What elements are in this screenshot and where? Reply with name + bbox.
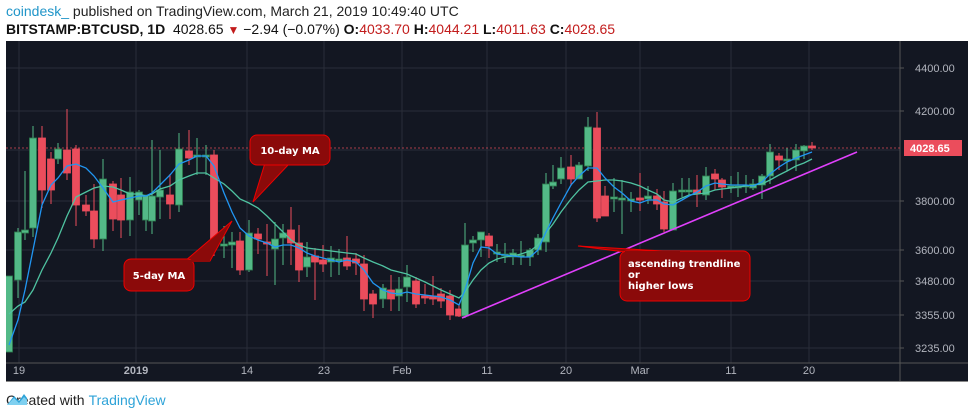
svg-text:3235.00: 3235.00 (915, 343, 955, 355)
high-label: H: (413, 21, 429, 37)
svg-text:ascending trendline: ascending trendline (628, 259, 741, 270)
svg-text:higher lows: higher lows (628, 281, 694, 292)
svg-text:5-day MA: 5-day MA (133, 271, 186, 282)
price-chart[interactable]: 4400.00 4200.00 3800.00 3600.00 3480.00 3355.… (6, 41, 968, 382)
high-value: 4044.21 (428, 21, 480, 37)
svg-text:3355.00: 3355.00 (915, 310, 955, 322)
open-value: 4033.70 (359, 21, 410, 37)
svg-text:4200.00: 4200.00 (915, 106, 955, 118)
symbol: BITSTAMP:BTCUSD, 1D (6, 21, 166, 37)
svg-text:11: 11 (481, 365, 492, 377)
svg-text:or: or (628, 270, 640, 281)
svg-text:3480.00: 3480.00 (915, 276, 955, 288)
last-price: 4028.65 (172, 21, 224, 37)
svg-text:23: 23 (318, 365, 330, 377)
svg-text:Mar: Mar (631, 365, 650, 377)
svg-text:4400.00: 4400.00 (915, 63, 955, 75)
price-change: −2.94 (−0.07%) (243, 21, 340, 37)
svg-text:11: 11 (725, 365, 736, 377)
svg-text:3800.00: 3800.00 (915, 196, 955, 208)
footer: Created with TradingView (6, 392, 166, 408)
svg-text:2019: 2019 (124, 365, 148, 377)
svg-text:Feb: Feb (393, 365, 412, 377)
svg-text:4028.65: 4028.65 (910, 143, 950, 155)
down-arrow-icon: ▼ (227, 23, 240, 37)
symbol-info: BITSTAMP:BTCUSD, 1D 4028.65 ▼ −2.94 (−0.… (6, 21, 615, 37)
low-value: 4011.63 (496, 21, 546, 37)
svg-text:20: 20 (803, 365, 815, 377)
low-label: L: (483, 21, 497, 37)
svg-text:19: 19 (13, 365, 25, 377)
svg-text:20: 20 (560, 365, 572, 377)
publish-info: coindesk_ published on TradingView.com, … (6, 3, 459, 19)
tradingview-logo-icon (7, 394, 27, 405)
close-value: 4028.65 (564, 21, 616, 37)
svg-text:3600.00: 3600.00 (915, 245, 955, 257)
chart-canvas: 4400.00 4200.00 3800.00 3600.00 3480.00 3355.… (6, 41, 968, 381)
open-label: O: (343, 21, 360, 37)
svg-text:10-day MA: 10-day MA (260, 146, 320, 157)
svg-text:14: 14 (241, 365, 253, 377)
author-link[interactable]: coindesk_ (6, 3, 70, 19)
tradingview-link[interactable]: TradingView (88, 392, 166, 408)
publish-text: published on TradingView.com, March 21, … (69, 3, 459, 19)
close-label: C: (549, 21, 565, 37)
